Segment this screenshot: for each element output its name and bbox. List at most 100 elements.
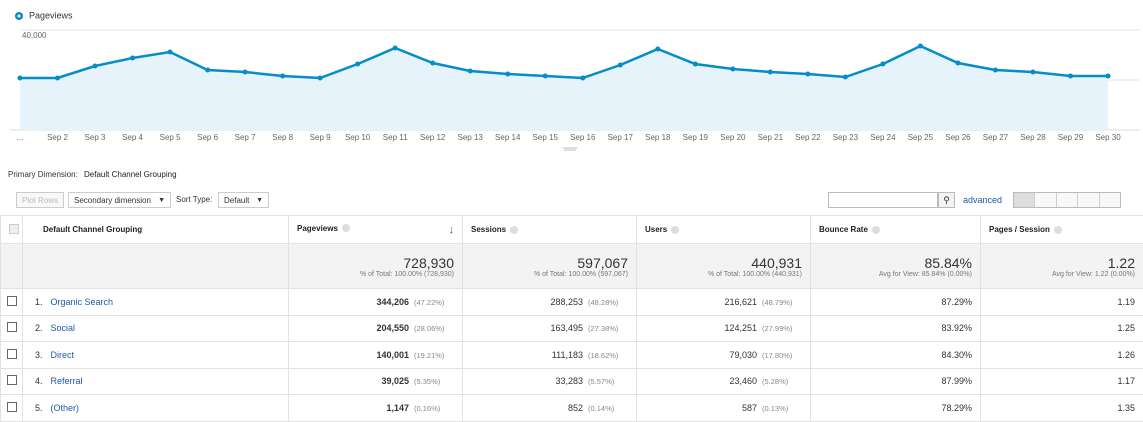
x-tick-label: Sep 10	[345, 133, 371, 142]
metric-cell: 204,550 (28.06%)	[288, 314, 463, 342]
header-cell[interactable]: Bounce Rate	[810, 215, 981, 244]
checkbox[interactable]	[7, 375, 17, 386]
x-tick-label: Sep 4	[122, 133, 143, 142]
search-button[interactable]: ⚲	[938, 192, 955, 208]
header-cell[interactable]: Users	[636, 215, 811, 244]
view-switcher[interactable]	[1013, 192, 1121, 208]
point	[505, 71, 511, 77]
point	[842, 74, 848, 80]
metric-percent: (47.22%)	[414, 297, 445, 307]
x-tick-label: Sep 2	[47, 133, 68, 142]
metric-value: 111,183	[551, 349, 583, 360]
metric-cell: 163,495 (27.38%)	[462, 314, 637, 342]
metric-value: 87.99%	[941, 376, 972, 387]
x-tick-label: Sep 14	[495, 133, 521, 142]
channel-link[interactable]: (Other)	[50, 402, 80, 413]
metric-value: 87.29%	[941, 296, 972, 307]
metric-cell: 587 (0.13%)	[636, 394, 811, 422]
point	[655, 46, 661, 52]
view-comparison[interactable]	[1078, 193, 1100, 207]
point	[167, 49, 173, 55]
checkbox[interactable]	[7, 348, 17, 359]
channel-link[interactable]: Direct	[50, 349, 75, 360]
checkbox[interactable]	[7, 322, 17, 333]
x-tick-label: Sep 16	[570, 133, 596, 142]
checkbox-cell	[0, 314, 23, 342]
metric-cell: 87.29%	[810, 288, 981, 316]
total-note: % of Total: 100.00% (597,067)	[533, 270, 628, 278]
sort-arrow: ↓	[448, 223, 455, 236]
point	[580, 75, 586, 81]
metric-cell: 83.92%	[810, 314, 981, 342]
checkbox[interactable]	[7, 295, 17, 306]
metric-cell: 87.99%	[810, 367, 981, 395]
metric-value: 1,147	[386, 402, 409, 413]
x-tick-label: Sep 8	[272, 133, 293, 142]
metric-cell: 1.25	[980, 314, 1143, 342]
channel-link[interactable]: Organic Search	[50, 296, 114, 307]
channel-link[interactable]: Referral	[50, 376, 83, 387]
total-note: Avg for View: 1.22 (0.00%)	[1051, 270, 1135, 278]
data-row: 5. (Other) 1,147 (0.16%) 852 (0.14%) 587 (0.13%…	[0, 394, 1143, 422]
totals-cell	[22, 243, 289, 289]
x-tick-label: Sep 12	[420, 133, 446, 142]
x-tick-label: Sep 24	[870, 133, 896, 142]
x-tick-label: Sep 18	[645, 133, 671, 142]
header-cell[interactable]: Pages / Session	[980, 215, 1143, 244]
metric-percent: (5.57%)	[588, 377, 615, 387]
checkbox-cell	[0, 288, 23, 316]
metric-cell: 33,283 (5.57%)	[462, 367, 637, 395]
data-table: Default Channel Grouping Pageviews ↓ Sessio…	[0, 215, 1143, 422]
metric-value: 39,025	[381, 376, 409, 387]
data-row: 2. Social 204,550 (28.06%) 163,495 (27.38%) 12…	[0, 314, 1143, 342]
header-label: Bounce Rate	[819, 225, 868, 234]
view-performance[interactable]	[1057, 193, 1079, 207]
view-pie[interactable]	[1035, 193, 1057, 207]
checkbox[interactable]	[9, 223, 19, 234]
advanced-link[interactable]: advanced	[963, 195, 1003, 205]
header-cell[interactable]: Pageviews ↓	[288, 215, 463, 244]
collapse-tab[interactable]	[562, 147, 578, 151]
metric-value: 1.17	[1117, 376, 1135, 387]
totals-cell: 728,930% of Total: 100.00% (728,930)	[288, 243, 463, 289]
plot-rows-button[interactable]: Plot Rows	[16, 192, 65, 208]
view-pivot[interactable]	[1100, 193, 1120, 207]
dropdown-arrow: ▼	[158, 197, 165, 204]
metric-percent: (27.99%)	[762, 324, 793, 334]
x-tick-label: Sep 11	[383, 133, 408, 142]
sort-type-button[interactable]: Default ▼	[218, 192, 269, 208]
area	[20, 46, 1108, 130]
header-cell[interactable]: Default Channel Grouping	[22, 215, 289, 244]
metric-percent: (19.21%)	[414, 350, 445, 360]
primary-value[interactable]: Default Channel Grouping	[84, 170, 177, 179]
point	[17, 75, 23, 81]
checkbox[interactable]	[7, 401, 17, 412]
metric-percent: (5.35%)	[414, 377, 441, 387]
metric-percent: (48.79%)	[762, 297, 793, 307]
search-box[interactable]	[828, 192, 938, 208]
row-index: 2.	[35, 323, 43, 334]
header-cell[interactable]: Sessions	[462, 215, 637, 244]
secondary-dimension-button[interactable]: Secondary dimension ▼	[68, 192, 171, 208]
metric-percent: (28.06%)	[414, 324, 445, 334]
metric-cell: 1.35	[980, 394, 1143, 422]
metric-cell: 111,183 (18.62%)	[462, 341, 637, 369]
x-tick-label: Sep 27	[983, 133, 1009, 142]
point	[55, 75, 61, 81]
metric-percent: (0.14%)	[588, 403, 615, 413]
metric-percent: (0.13%)	[762, 403, 789, 413]
sort-type-label: Sort Type:	[176, 195, 213, 204]
view-table[interactable]	[1014, 193, 1036, 207]
channel-link[interactable]: Social	[50, 323, 76, 334]
total-value: 440,931	[751, 254, 802, 271]
point	[992, 67, 998, 73]
metric-value: 344,206	[376, 296, 409, 307]
metric-cell: 39,025 (5.35%)	[288, 367, 463, 395]
metric-value: 33,283	[555, 376, 583, 387]
metric-percent: (17.80%)	[762, 350, 793, 360]
x-tick-label: ...	[17, 133, 24, 142]
point	[92, 63, 98, 69]
metric-value: 587	[741, 402, 757, 413]
data-row: 4. Referral 39,025 (5.35%) 33,283 (5.57%) 23,4…	[0, 367, 1143, 395]
